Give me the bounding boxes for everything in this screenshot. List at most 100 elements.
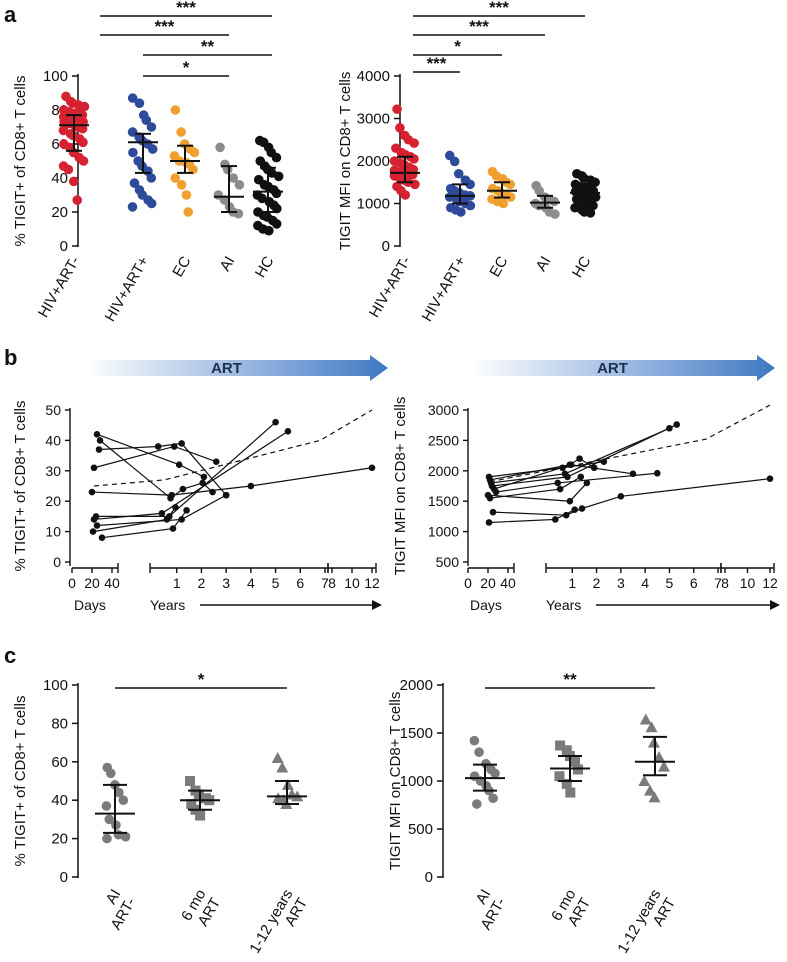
subject-point	[90, 516, 98, 523]
x-tick-label: 4	[247, 575, 255, 591]
subject-line	[96, 433, 205, 478]
subject-point	[551, 516, 559, 523]
x-tick-label: HIV+ART-	[35, 254, 84, 321]
x-tick-label: 0	[464, 575, 472, 591]
data-point	[176, 127, 186, 137]
y-tick-label: 30	[45, 463, 61, 479]
data-point	[409, 138, 419, 148]
y-axis-label: TIGIT MFI on CD8+ T cells	[387, 692, 404, 871]
years-arrow-head	[372, 600, 382, 610]
x-tick-label: HC	[569, 253, 595, 280]
subject-point	[284, 427, 292, 435]
data-point	[234, 180, 245, 190]
x-tick-label: HIV+ART+	[419, 253, 470, 324]
x-tick-label: 6	[296, 575, 304, 591]
subject-point	[272, 418, 279, 426]
subject-point	[89, 528, 97, 535]
subject-point	[571, 506, 579, 514]
art-banner-arrow	[85, 355, 388, 381]
subject-point	[179, 485, 187, 493]
subject-point	[212, 458, 220, 465]
data-point	[590, 177, 600, 188]
years-arrow-head	[770, 600, 780, 610]
x-axis-days-label: Days	[470, 597, 502, 613]
x-tick-label: 2	[198, 575, 206, 591]
data-point	[63, 164, 74, 175]
y-axis-label: TIGIT MFI on CD8+ T cells	[392, 397, 409, 576]
art-banner-arrow	[470, 355, 775, 381]
x-tick-label: AI	[217, 254, 239, 275]
data-point	[465, 179, 475, 190]
data-point	[550, 209, 560, 219]
y-tick-label: 2000	[428, 463, 459, 479]
data-point	[78, 156, 89, 166]
x-tick-label: EC	[169, 253, 194, 280]
data-point	[469, 735, 480, 746]
subject-point	[766, 475, 774, 483]
x-axis-years-label: Years	[546, 597, 581, 613]
y-tick-label: 4000	[357, 68, 390, 85]
data-point	[409, 154, 419, 164]
data-point	[638, 775, 651, 786]
subject-point	[577, 473, 585, 481]
data-point	[647, 736, 660, 748]
y-tick-label: 40	[45, 432, 61, 448]
data-point	[505, 192, 516, 202]
data-point	[233, 208, 244, 219]
subject-point	[95, 446, 103, 453]
significance-stars: **	[563, 670, 577, 689]
data-point	[456, 207, 466, 217]
subject-point	[564, 473, 571, 481]
data-point	[565, 787, 576, 798]
x-tick-label: 8	[328, 575, 336, 591]
subject-point	[368, 464, 376, 472]
y-tick-label: 20	[51, 831, 68, 848]
y-tick-label: 40	[51, 792, 68, 809]
y-axis-label: % TIGIT+ of CD8+ T cells	[12, 401, 29, 572]
x-axis-years-label: Years	[150, 597, 185, 613]
data-point	[648, 791, 661, 803]
subject-point	[163, 516, 171, 523]
data-point	[170, 173, 181, 183]
y-tick-label: 2000	[357, 153, 390, 170]
x-tick-label: 3	[617, 575, 625, 591]
x-tick-label: 6	[690, 575, 698, 591]
y-tick-label: 20	[51, 204, 68, 221]
subject-point	[247, 482, 255, 490]
subject-point	[566, 497, 574, 505]
data-point	[588, 200, 598, 211]
subject-point	[154, 443, 162, 450]
data-point	[215, 142, 225, 153]
data-point	[392, 104, 402, 114]
data-point	[395, 123, 405, 133]
x-tick-label: EC	[486, 253, 511, 280]
subject-point	[578, 505, 586, 512]
subject-point	[178, 516, 185, 523]
y-tick-label: 3000	[428, 402, 459, 418]
subject-point	[93, 522, 101, 529]
y-tick-label: 100	[43, 68, 68, 85]
x-tick-label: 1-12 yearsART	[246, 887, 311, 962]
data-point	[146, 198, 157, 209]
y-tick-label: 0	[425, 869, 433, 886]
data-point	[189, 147, 200, 158]
data-point	[505, 179, 515, 190]
x-tick-label: 40	[500, 575, 516, 591]
x-tick-label: 6 moART	[548, 887, 594, 933]
significance-stars: *	[183, 58, 190, 77]
data-point	[146, 122, 157, 132]
x-tick-label: 1	[173, 575, 181, 591]
x-tick-label: 7	[321, 575, 329, 591]
subject-line	[93, 445, 217, 469]
subject-point	[222, 491, 230, 499]
y-tick-label: 20	[45, 493, 61, 509]
data-point	[193, 789, 204, 800]
subject-point	[98, 534, 106, 541]
y-tick-label: 40	[51, 170, 68, 187]
subject-point	[88, 488, 96, 496]
panel-label-a: a	[4, 2, 17, 27]
x-tick-label: 0	[68, 575, 76, 591]
art-banner-label: ART	[597, 360, 628, 377]
y-tick-label: 100	[43, 677, 68, 694]
